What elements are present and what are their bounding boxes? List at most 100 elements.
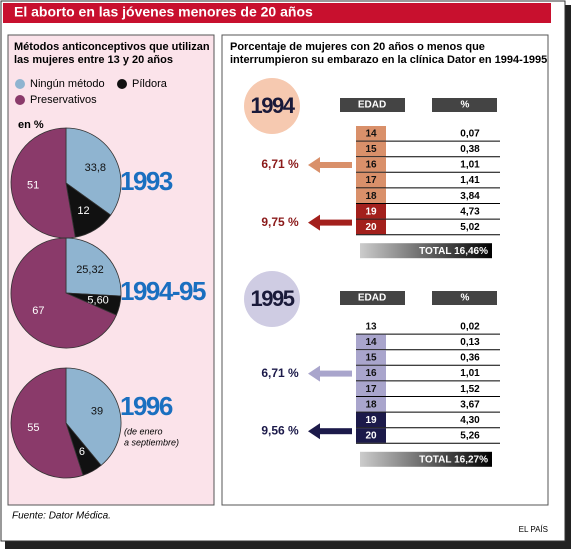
legend-swatch <box>15 95 25 105</box>
pie-subtitle: a septiembre) <box>124 437 179 447</box>
percent: 5,02 <box>460 222 480 233</box>
age-cell <box>356 172 386 188</box>
year-label: 1994 <box>251 93 296 118</box>
callout-arrow-shaft <box>318 162 352 168</box>
legend-swatch <box>117 79 127 89</box>
percent: 0,13 <box>460 337 480 348</box>
age: 16 <box>365 368 377 379</box>
pie-subtitle: (de enero <box>124 426 163 436</box>
year-label: 1995 <box>251 286 295 311</box>
column-header: % <box>461 100 470 111</box>
total-bar <box>360 243 492 259</box>
left-heading: Métodos anticonceptivos que utilizan <box>14 41 210 53</box>
callout-label: 9,56 % <box>261 423 299 437</box>
percent: 0,07 <box>460 128 480 139</box>
callout-arrow-head <box>308 423 320 440</box>
slice-label: 5,60 <box>87 295 108 307</box>
age: 16 <box>365 160 377 171</box>
pie-slice <box>10 237 117 349</box>
slice-label: 67 <box>32 305 44 317</box>
year-badge <box>244 78 300 134</box>
age: 15 <box>365 353 377 364</box>
pie-slice <box>65 237 122 297</box>
right-heading: interrumpieron su embarazo en la clínica… <box>230 54 547 66</box>
column-header: EDAD <box>358 293 386 304</box>
age: 20 <box>365 222 377 233</box>
percent: 1,52 <box>460 384 480 395</box>
age-cell <box>356 365 386 381</box>
age-cell <box>356 204 386 219</box>
percent: 3,84 <box>460 191 480 202</box>
percent: 1,01 <box>460 160 480 171</box>
age-cell <box>356 381 386 396</box>
slice-label: 55 <box>27 422 39 434</box>
age: 18 <box>365 399 377 410</box>
age-cell <box>356 188 386 203</box>
callout-arrow-head <box>308 365 320 382</box>
title: El aborto en las jóvenes menores de 20 a… <box>14 4 313 20</box>
age: 15 <box>365 144 377 155</box>
percent: 1,41 <box>460 175 480 186</box>
age: 13 <box>365 321 377 332</box>
age-cell <box>356 397 386 412</box>
total: TOTAL 16,27% <box>419 454 488 465</box>
column-header: % <box>461 293 470 304</box>
age-cell <box>356 428 386 443</box>
pie-slice <box>10 367 84 479</box>
age: 17 <box>365 384 377 395</box>
slice-label: 51 <box>27 180 39 192</box>
callout-arrow-shaft <box>318 428 352 435</box>
age-cell <box>356 334 386 350</box>
age-cell <box>356 126 386 141</box>
legend-label: Ningún método <box>30 78 105 90</box>
header-bar <box>340 98 405 112</box>
age-cell <box>356 219 386 235</box>
percent: 0,38 <box>460 144 480 155</box>
year-badge <box>244 271 300 327</box>
age: 14 <box>365 128 377 139</box>
pie-year: 1994-95 <box>120 276 206 306</box>
age: 20 <box>365 431 377 442</box>
legend-label: Píldora <box>132 78 168 90</box>
left-heading: las mujeres entre 13 y 20 años <box>14 54 173 66</box>
legend-swatch <box>15 79 25 89</box>
pie-slice <box>65 127 122 216</box>
age: 19 <box>365 206 377 217</box>
legend-label: Preservativos <box>30 94 97 106</box>
header-bar <box>340 291 405 305</box>
source: Fuente: Dator Médica. <box>12 511 111 522</box>
age: 19 <box>365 415 377 426</box>
callout-label: 6,71 % <box>261 157 299 171</box>
callout-arrow-head <box>308 214 320 231</box>
percent: 0,36 <box>460 353 480 364</box>
age: 17 <box>365 175 377 186</box>
title-bar <box>3 3 551 23</box>
pie-year: 1996 <box>120 391 173 421</box>
callout-arrow-shaft <box>318 370 352 377</box>
total-bar <box>360 451 492 467</box>
callout-arrow-shaft <box>318 219 352 226</box>
age: 18 <box>365 191 377 202</box>
percent: 4,73 <box>460 206 480 217</box>
percent: 5,26 <box>460 431 480 442</box>
slice-label: 6 <box>79 446 85 458</box>
percent: 0,02 <box>460 321 480 332</box>
percent: 4,30 <box>460 415 480 426</box>
header-bar <box>432 98 497 112</box>
age-cell <box>356 141 386 157</box>
right-heading: Porcentaje de mujeres con 20 años o meno… <box>230 41 485 53</box>
age: 14 <box>365 337 377 348</box>
slice-label: 12 <box>77 205 89 217</box>
column-header: EDAD <box>358 100 386 111</box>
unit-label: en % <box>18 119 44 131</box>
slice-label: 25,32 <box>76 264 104 276</box>
total: TOTAL 16,46% <box>419 246 488 257</box>
callout-arrow-head <box>308 157 320 173</box>
age-cell <box>356 157 386 172</box>
age-cell <box>356 412 386 428</box>
pie-slice <box>65 367 122 466</box>
credit: EL PAÍS <box>519 525 548 534</box>
callout-label: 9,75 % <box>261 215 299 229</box>
slice-label: 39 <box>91 406 103 418</box>
